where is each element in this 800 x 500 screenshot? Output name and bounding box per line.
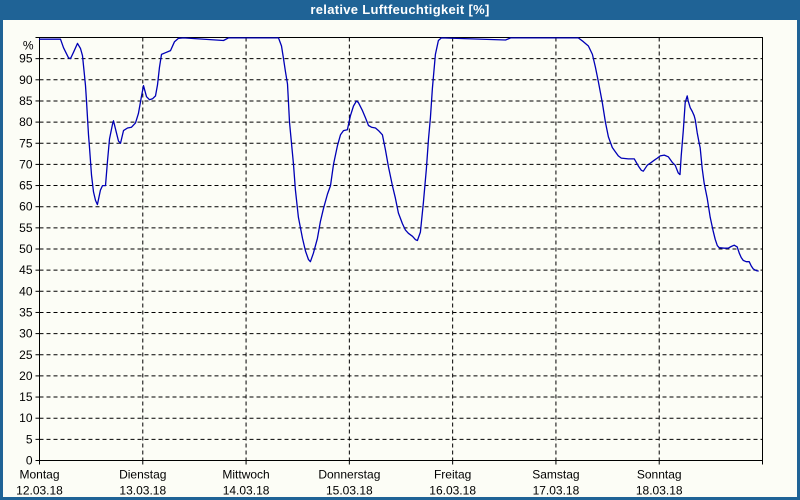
- svg-text:20: 20: [19, 369, 33, 383]
- day-date-label: 13.03.18: [119, 484, 166, 498]
- svg-text:95: 95: [19, 52, 33, 66]
- svg-text:40: 40: [19, 284, 33, 298]
- svg-text:50: 50: [19, 242, 33, 256]
- svg-text:75: 75: [19, 136, 33, 150]
- x-axis-labels: Montag 12.03.18 Dienstag 13.03.18 Mittwoch 14…: [16, 468, 683, 498]
- day-name-label: Montag: [19, 468, 59, 482]
- day-name-label: Sonntag: [637, 468, 682, 482]
- svg-text:0: 0: [26, 454, 33, 468]
- svg-text:70: 70: [19, 157, 33, 171]
- day-date-label: 12.03.18: [16, 484, 63, 498]
- day-date-label: 17.03.18: [533, 484, 580, 498]
- day-name-label: Dienstag: [119, 468, 166, 482]
- day-name-label: Freitag: [434, 468, 471, 482]
- day-name-label: Donnerstag: [318, 468, 380, 482]
- day-date-label: 15.03.18: [326, 484, 373, 498]
- day-date-label: 14.03.18: [223, 484, 270, 498]
- svg-text:35: 35: [19, 305, 33, 319]
- svg-text:30: 30: [19, 327, 33, 341]
- svg-text:85: 85: [19, 94, 33, 108]
- day-date-label: 18.03.18: [636, 484, 683, 498]
- svg-text:5: 5: [26, 432, 33, 446]
- axis-ticks: [35, 37, 763, 465]
- window-titlebar: relative Luftfeuchtigkeit [%]: [0, 0, 800, 20]
- gridlines: [39, 37, 763, 461]
- y-axis-unit-label: %: [23, 39, 34, 53]
- svg-text:15: 15: [19, 390, 33, 404]
- svg-text:60: 60: [19, 200, 33, 214]
- day-date-label: 16.03.18: [429, 484, 476, 498]
- chart-area: 95 90 85 80 75 70 65 60 55 50 45 40 35 30 25 20 15 10 5 0% M…: [3, 20, 797, 497]
- chart-title: relative Luftfeuchtigkeit [%]: [310, 2, 490, 17]
- svg-text:10: 10: [19, 411, 33, 425]
- svg-text:25: 25: [19, 348, 33, 362]
- svg-text:90: 90: [19, 73, 33, 87]
- humidity-series-line: [38, 37, 759, 272]
- day-name-label: Samstag: [532, 468, 579, 482]
- humidity-line-chart: 95908580757065605550454035302520151050%M…: [16, 37, 763, 498]
- svg-text:80: 80: [19, 115, 33, 129]
- svg-text:45: 45: [19, 263, 33, 277]
- day-name-label: Mittwoch: [222, 468, 269, 482]
- svg-text:55: 55: [19, 221, 33, 235]
- svg-text:65: 65: [19, 179, 33, 193]
